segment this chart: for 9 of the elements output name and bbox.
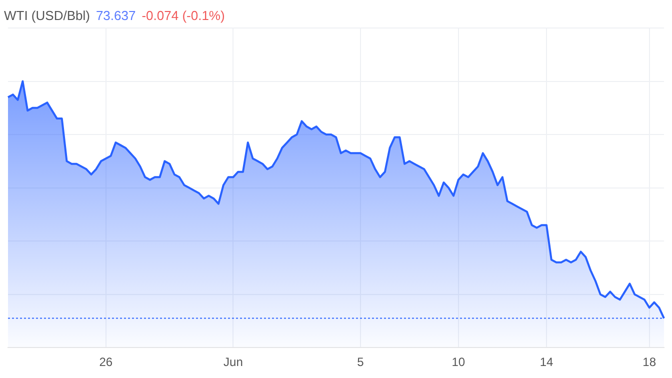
x-tick-label: Jun — [224, 355, 243, 370]
text: -0.074 (-0.1%) — [142, 8, 225, 23]
x-tick-label: 10 — [452, 355, 466, 370]
x-tick-label: 18 — [642, 355, 656, 370]
text: 73.637 — [96, 8, 136, 23]
x-tick-label: 14 — [540, 355, 554, 370]
chart-title: WTI (USD/Bbl) — [4, 8, 90, 23]
x-tick-label: 5 — [357, 355, 364, 370]
x-tick-label: 26 — [99, 355, 113, 370]
